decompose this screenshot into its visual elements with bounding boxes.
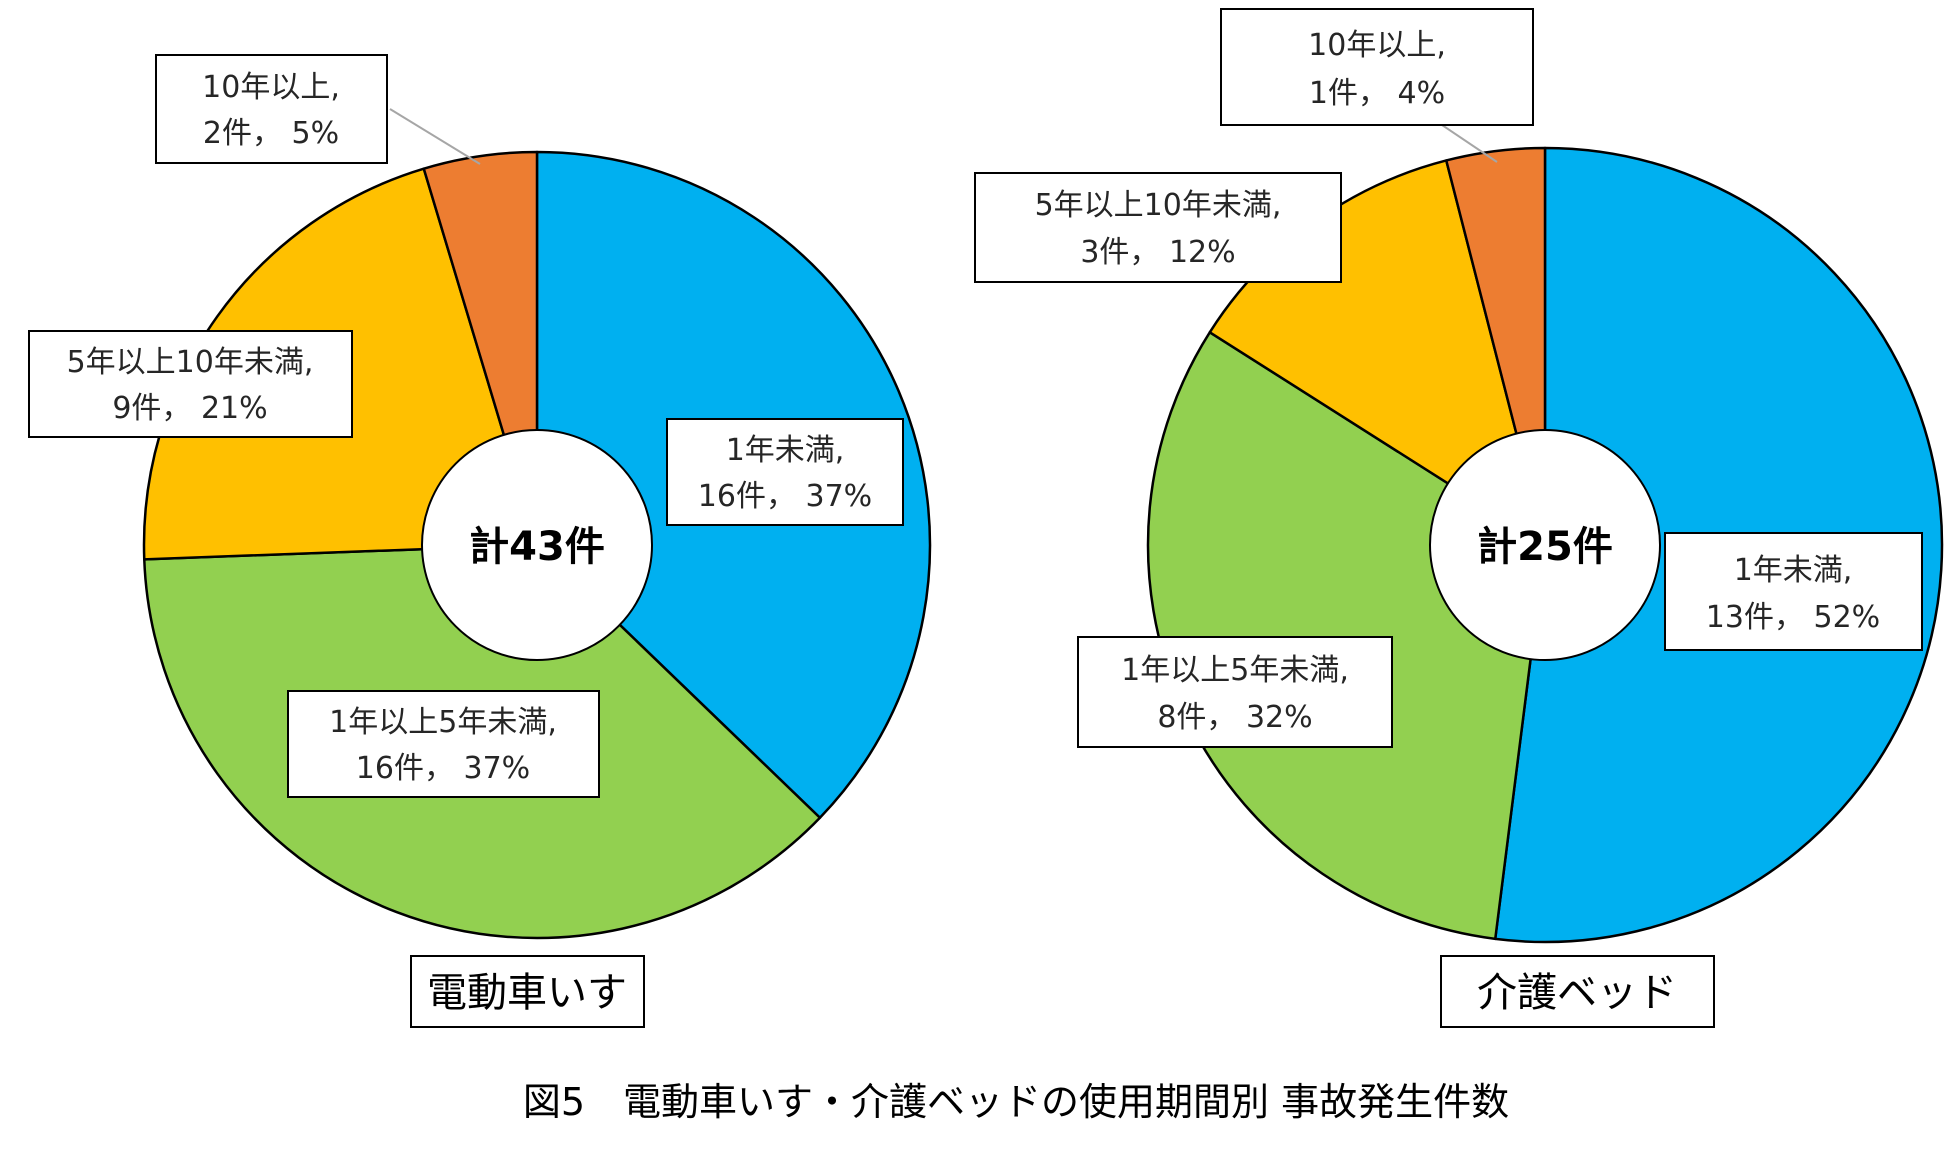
data-label: 5年以上10年未満, 3件， 12% (974, 172, 1342, 283)
chart-wheelchair: 計43件 1年未満, 16件， 37% 1年以上5年未満, 16件， 37% 5… (28, 54, 932, 1028)
chart-care-bed: 計25件 1年未満, 13件， 52% 1年以上5年未満, 8件， 32% 5年… (974, 8, 1944, 1028)
svg-text:10年以上,: 10年以上, (1308, 28, 1446, 63)
center-total-label: 計43件 (469, 524, 605, 570)
svg-text:3件， 12%: 3件， 12% (1080, 235, 1235, 270)
chart-name: 電動車いす (427, 970, 627, 1016)
center-total-label: 計25件 (1477, 524, 1613, 570)
svg-text:2件， 5%: 2件， 5% (203, 116, 339, 151)
svg-text:1件， 4%: 1件， 4% (1309, 76, 1445, 111)
svg-text:5年以上10年未満,: 5年以上10年未満, (1035, 188, 1282, 223)
data-label: 1年未満, 13件， 52% (1664, 532, 1923, 651)
svg-text:5年以上10年未満,: 5年以上10年未満, (67, 345, 314, 380)
data-label: 1年以上5年未満, 8件， 32% (1077, 636, 1393, 748)
svg-text:13件， 52%: 13件， 52% (1706, 600, 1880, 635)
data-label: 10年以上, 1件， 4% (1220, 8, 1534, 126)
svg-text:10年以上,: 10年以上, (202, 70, 340, 105)
data-label: 1年以上5年未満, 16件， 37% (287, 690, 600, 798)
data-label: 5年以上10年未満, 9件， 21% (28, 330, 353, 438)
data-label: 10年以上, 2件， 5% (155, 54, 388, 164)
center-hole (1429, 429, 1661, 661)
svg-text:16件， 37%: 16件， 37% (698, 479, 872, 514)
figure-caption: 図5 電動車いす・介護ベッドの使用期間別 事故発生件数 (523, 1080, 1509, 1124)
chart-name-box: 電動車いす (410, 955, 645, 1028)
data-label: 1年未満, 16件， 37% (666, 418, 904, 526)
leader-line (389, 108, 481, 165)
leader-line (1441, 124, 1498, 163)
svg-text:16件， 37%: 16件， 37% (356, 751, 530, 786)
svg-text:9件， 21%: 9件， 21% (112, 391, 267, 426)
svg-text:1年以上5年未満,: 1年以上5年未満, (1121, 653, 1349, 688)
chart-name-box: 介護ベッド (1440, 955, 1715, 1028)
svg-text:8件， 32%: 8件， 32% (1157, 700, 1312, 735)
center-hole (421, 429, 653, 661)
svg-text:1年以上5年未満,: 1年以上5年未満, (329, 705, 557, 740)
svg-text:1年未満,: 1年未満, (726, 433, 845, 468)
svg-text:1年未満,: 1年未満, (1734, 553, 1853, 588)
chart-name: 介護ベッド (1477, 970, 1677, 1016)
